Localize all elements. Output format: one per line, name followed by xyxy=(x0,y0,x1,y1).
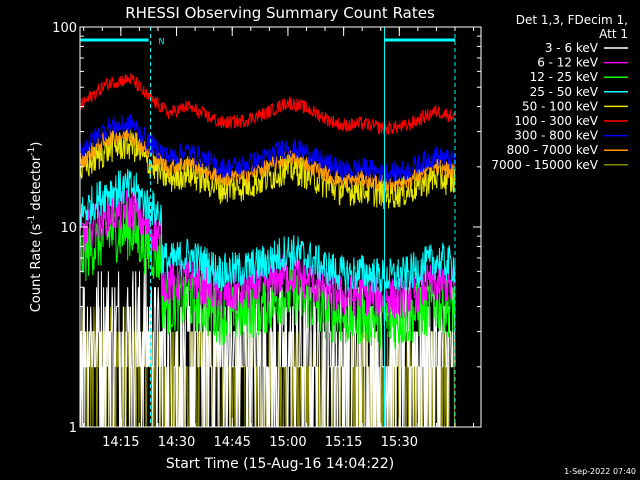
y-tick-label: 100 xyxy=(52,21,77,36)
x-tick-label: 14:30 xyxy=(158,435,195,450)
legend-label: 300 - 800 keV xyxy=(514,129,598,143)
ylabel-sup1: -1 xyxy=(27,215,37,224)
x-tick-label: 14:45 xyxy=(213,435,250,450)
legend-label: 800 - 7000 keV xyxy=(507,143,599,157)
x-tick-label: 15:15 xyxy=(325,435,362,450)
legend-label: 12 - 25 keV xyxy=(530,70,599,84)
series-line xyxy=(79,129,456,210)
x-axis-label: Start Time (15-Aug-16 14:04:22) xyxy=(166,456,394,472)
legend-label: 50 - 100 keV xyxy=(522,99,599,113)
y-axis: 1 10 100 xyxy=(52,21,481,436)
y-tick-label: 1 xyxy=(69,421,77,436)
series-line xyxy=(79,127,456,192)
ylabel-mid: detector xyxy=(29,155,44,215)
night-label-n: N xyxy=(159,37,165,46)
x-axis: 14:15 14:30 14:45 15:00 15:15 15:30 xyxy=(83,27,475,450)
legend-header-line2: Att 1 xyxy=(599,27,628,41)
x-tick-label: 15:00 xyxy=(269,435,306,450)
series-line xyxy=(79,188,456,320)
legend-label: 6 - 12 keV xyxy=(537,56,599,70)
ylabel-end: ) xyxy=(29,142,44,147)
series-line xyxy=(79,168,456,295)
x-tick-label: 15:30 xyxy=(381,435,418,450)
y-tick-label: 10 xyxy=(60,221,77,236)
ylabel-main: Count Rate (s xyxy=(29,224,44,313)
legend-header-line1: Det 1,3, FDecim 1, xyxy=(516,13,628,27)
plot-area: N xyxy=(79,27,456,428)
series-line xyxy=(79,113,456,184)
legend-label: 3 - 6 keV xyxy=(545,41,599,55)
legend-label: 7000 - 15000 keV xyxy=(491,158,598,172)
series-line xyxy=(79,72,456,135)
legend-label: 25 - 50 keV xyxy=(530,85,599,99)
y-axis-label: Count Rate (s-1 detector-1) xyxy=(27,142,44,313)
series-line xyxy=(79,201,456,350)
ylabel-sup2: -1 xyxy=(27,147,37,156)
legend-label: 100 - 300 keV xyxy=(514,114,598,128)
chart-title: RHESSI Observing Summary Count Rates xyxy=(125,4,435,22)
x-tick-label: 14:15 xyxy=(102,435,139,450)
footer-date: 1-Sep-2022 07:40 xyxy=(564,467,636,476)
